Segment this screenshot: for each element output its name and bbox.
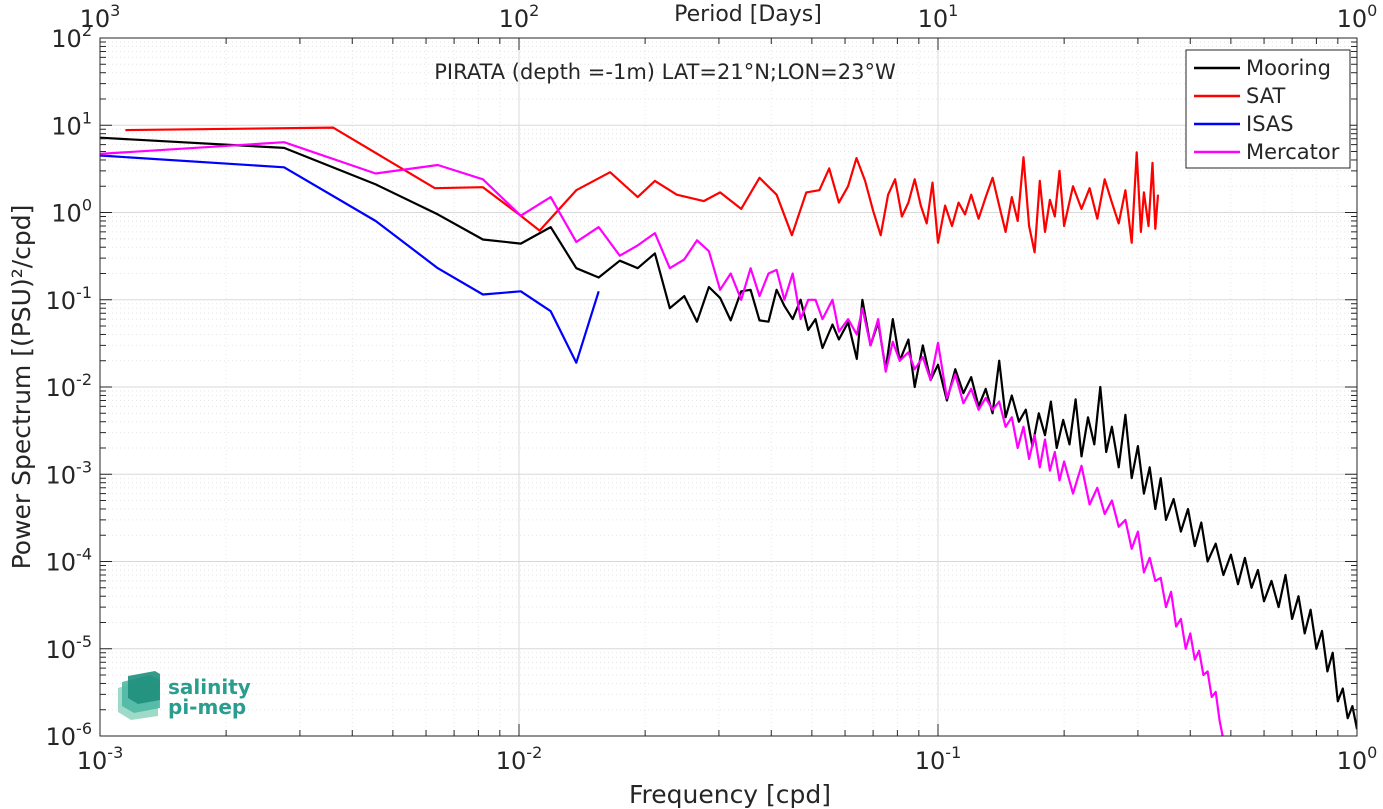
top-tick-label: 101 xyxy=(918,1,959,33)
y-tick-label: 10-6 xyxy=(46,719,93,751)
y-tick-label: 10-1 xyxy=(46,283,93,315)
logo-text-salinity: salinity xyxy=(168,675,251,699)
series-line-mooring xyxy=(100,136,1357,730)
x-tick-label: 10-2 xyxy=(496,743,543,775)
y-tick-label: 101 xyxy=(51,108,92,140)
logo-text-pimep: pi-mep xyxy=(168,695,246,719)
x-tick-label: 10-1 xyxy=(915,743,962,775)
top-tick-label: 102 xyxy=(499,1,540,33)
tick-marks xyxy=(99,38,1357,737)
y-tick-label: 102 xyxy=(51,21,92,53)
top-axis-label: Period [Days] xyxy=(674,2,822,27)
legend: Mooring SAT ISAS Mercator xyxy=(1185,49,1351,169)
series-layer xyxy=(100,126,1357,736)
top-tick-label: 103 xyxy=(80,1,121,33)
series-line-sat xyxy=(125,126,1160,254)
y-tick-label: 10-2 xyxy=(46,370,93,402)
legend-label-isas: ISAS xyxy=(1246,112,1294,136)
x-tick-label: 10-3 xyxy=(77,743,124,775)
y-tick-label: 10-5 xyxy=(46,632,93,664)
chart-title: PIRATA (depth =-1m) LAT=21°N;LON=23°W xyxy=(434,60,896,84)
y-axis-label: Power Spectrum [(PSU)²/cpd] xyxy=(7,205,36,570)
top-tick-label: 100 xyxy=(1337,1,1378,33)
series-line-isas xyxy=(100,154,600,364)
x-tick-label: 100 xyxy=(1337,743,1378,775)
series-line-mercator xyxy=(100,141,1224,736)
legend-label-mooring: Mooring xyxy=(1246,56,1331,80)
y-tick-label: 100 xyxy=(51,196,92,228)
y-tick-label: 10-3 xyxy=(46,457,93,489)
y-tick-label: 10-4 xyxy=(46,545,93,577)
logo: salinity pi-mep xyxy=(118,671,251,720)
legend-box xyxy=(1185,49,1351,169)
legend-label-sat: SAT xyxy=(1246,84,1285,108)
logo-icon xyxy=(118,671,160,720)
x-axis-label: Frequency [cpd] xyxy=(629,780,831,809)
legend-label-mercator: Mercator xyxy=(1246,140,1340,164)
